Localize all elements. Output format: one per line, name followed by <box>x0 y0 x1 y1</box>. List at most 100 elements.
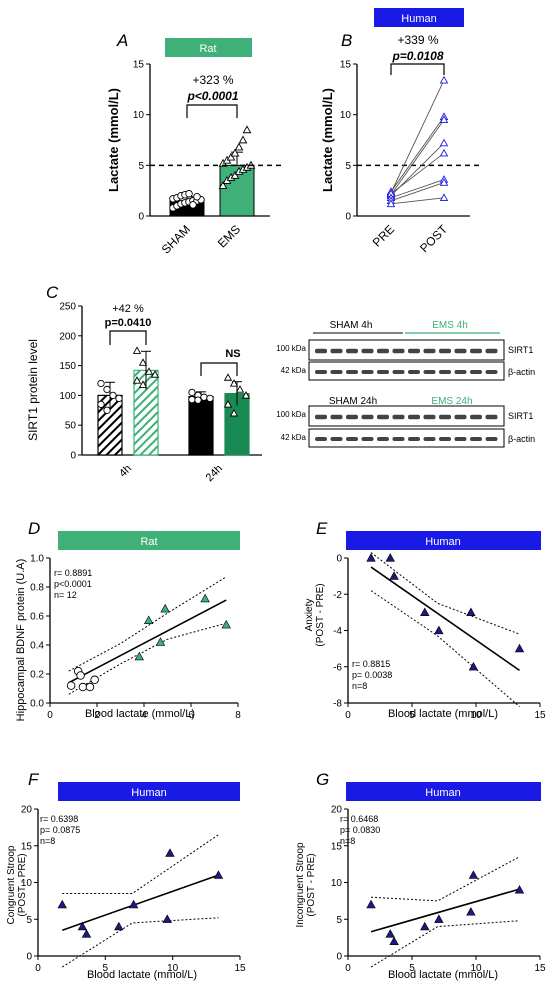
panel-e-ytick-label: -4 <box>333 626 342 637</box>
panel-g-ci-upper <box>371 856 520 902</box>
panel-g-xlabel: Blood lactate (mmol/L) <box>388 969 498 981</box>
blot-ems24-label: EMS 24h <box>431 396 472 407</box>
panel-e-xlabel: Blood lactate (mmol/L) <box>388 708 498 720</box>
panel-d-ytick-label: 0.2 <box>30 670 44 681</box>
panel-g-point <box>468 870 479 879</box>
panel-e-plot: 0-2-4-6-80 5 10 15 <box>333 552 546 721</box>
panel-f-point <box>213 870 224 879</box>
panel-c-point-ems <box>144 367 154 375</box>
blot-band <box>439 414 451 420</box>
panel-b-point-post <box>439 75 449 84</box>
blot-band <box>408 437 420 441</box>
panel-f-ytick-label: 0 <box>26 952 32 963</box>
panel-d-point <box>155 637 166 646</box>
panel-e-point <box>466 607 476 617</box>
panel-a-point-sham <box>193 192 201 201</box>
panel-a-banner-text: Rat <box>199 43 216 55</box>
panel-c-point-sham <box>115 394 123 403</box>
panel-d-point-sham <box>85 682 95 692</box>
panel-d-xtick-label: 8 <box>235 710 241 721</box>
panel-c: C SIRT1 protein level +42 % p=0.0410 NS … <box>26 283 535 484</box>
blot-kda100-b: 100 kDa <box>276 410 306 419</box>
panel-g-point <box>420 921 430 931</box>
panel-d-xlabel: Blood lactate (mmol/L) <box>85 708 195 720</box>
blot-band <box>408 370 420 374</box>
panel-f-point <box>128 899 139 909</box>
panel-c-letter: C <box>46 283 59 302</box>
panel-e-point <box>385 553 395 562</box>
panel-a-letter: A <box>116 31 128 50</box>
panel-f-point <box>162 914 172 923</box>
panel-g-stat-r: r= 0.6468 <box>340 814 378 824</box>
blot-sirt1-24h <box>308 405 505 427</box>
blot-band <box>361 437 374 441</box>
panel-e-point <box>420 607 430 617</box>
panel-a-xtick-label: EMS <box>215 222 243 250</box>
panel-g-plot: 0 5 10 15 20 0 5 10 15 <box>331 805 546 975</box>
blot-band <box>470 370 482 374</box>
panel-a-point-ems <box>238 135 248 144</box>
panel-b-subject-line <box>390 116 445 192</box>
panel-a-point-ems <box>234 142 244 151</box>
panel-d-ci-upper <box>68 576 227 672</box>
panel-e-stat-p: p= 0.0038 <box>352 670 392 680</box>
panel-g-ytick-label: 15 <box>331 841 343 852</box>
panel-g-point <box>514 885 525 894</box>
panel-b-pval: p=0.0108 <box>391 49 443 63</box>
panel-g-ytick-label: 20 <box>331 805 343 816</box>
panel-g-xtick-label: 10 <box>470 963 482 974</box>
blot-actin-24h <box>308 428 505 448</box>
panel-e-point <box>514 643 525 653</box>
panel-b-ylabel: Lactate (mmol/L) <box>320 88 335 192</box>
panel-g-letter: G <box>316 770 329 789</box>
panel-a-significance-bracket <box>186 104 238 118</box>
panel-e-stat-n: n=8 <box>352 681 367 691</box>
panel-b-ytick-label: 10 <box>340 110 352 121</box>
panel-g-point <box>366 899 376 909</box>
blot-band <box>377 348 389 354</box>
panel-a-point-ems <box>218 181 228 189</box>
panel-b-ytick-label: 5 <box>345 161 351 172</box>
panel-f-letter: F <box>28 770 40 789</box>
blot-band <box>470 348 482 354</box>
panel-b-xtick-label: PRE <box>370 222 397 249</box>
panel-e-banner <box>346 531 541 550</box>
panel-b-point-post <box>439 193 449 202</box>
panel-d-letter: D <box>28 519 40 538</box>
panel-d-ytick-label: 1.0 <box>30 554 44 565</box>
panel-d-xtick-label: 2 <box>94 710 100 721</box>
panel-g-point <box>385 929 395 938</box>
blot-band <box>330 437 343 441</box>
panel-d-stat-n: n= 12 <box>54 590 77 600</box>
panel-c-bar-sham-24h <box>188 395 214 456</box>
blot-kda100-a: 100 kDa <box>276 344 306 353</box>
panel-c-point-sham <box>188 395 196 404</box>
panel-b-subject-line <box>390 182 445 202</box>
panel-b-banner <box>374 8 464 27</box>
blot-band <box>315 437 327 441</box>
panel-e-xtick-label: 10 <box>470 710 482 721</box>
panel-c-point-sham <box>109 391 117 400</box>
panel-g-ci-lower <box>370 920 520 968</box>
panel-d-stat-r: r= 0.8891 <box>54 568 92 578</box>
blot-band <box>377 370 389 374</box>
panel-e-point <box>389 571 399 580</box>
blot-band <box>315 370 327 374</box>
panel-b-subject-line <box>390 179 445 199</box>
panel-d-banner <box>58 531 240 550</box>
panel-d-point <box>134 651 145 661</box>
panel-d-banner-text: Rat <box>140 536 157 548</box>
panel-e-ylabel2: (POST - PRE) <box>315 583 326 646</box>
panel-d-point-sham <box>76 671 85 680</box>
blot-band <box>315 348 327 354</box>
panel-d-fit-line <box>68 599 227 684</box>
panel-a-ylabel: Lactate (mmol/L) <box>106 88 121 192</box>
blot-band <box>423 370 436 374</box>
panel-d-point <box>143 615 154 625</box>
panel-c-point-sham <box>200 393 208 401</box>
panel-a-point-ems <box>230 148 240 157</box>
blot-sham24-label: SHAM 24h <box>329 396 377 407</box>
panel-g-stat-p: p= 0.0830 <box>340 825 380 835</box>
blot-band <box>346 370 358 374</box>
blot-actin-label-a: β-actin <box>508 367 535 377</box>
